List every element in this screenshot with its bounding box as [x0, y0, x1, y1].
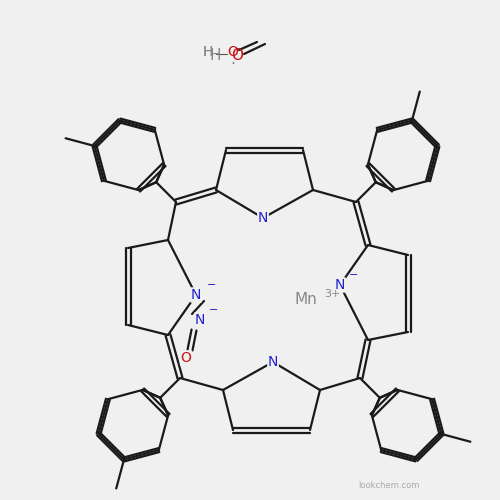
Text: N: N	[195, 313, 205, 327]
Text: O: O	[231, 48, 243, 62]
Text: −: −	[350, 270, 358, 280]
Text: H: H	[209, 48, 221, 62]
Text: H: H	[203, 45, 213, 59]
Text: −: −	[210, 305, 218, 315]
Text: O: O	[180, 351, 192, 365]
Text: N: N	[268, 355, 278, 369]
Text: lookchem.com: lookchem.com	[358, 481, 420, 490]
Text: .: .	[230, 52, 235, 66]
Text: Mn: Mn	[294, 292, 318, 308]
Text: N: N	[191, 288, 201, 302]
Text: −: −	[208, 280, 216, 290]
Text: N: N	[258, 211, 268, 225]
Text: H: H	[203, 45, 213, 59]
Text: N: N	[335, 278, 345, 292]
Text: 3+: 3+	[324, 289, 340, 299]
Text: O: O	[228, 45, 238, 59]
